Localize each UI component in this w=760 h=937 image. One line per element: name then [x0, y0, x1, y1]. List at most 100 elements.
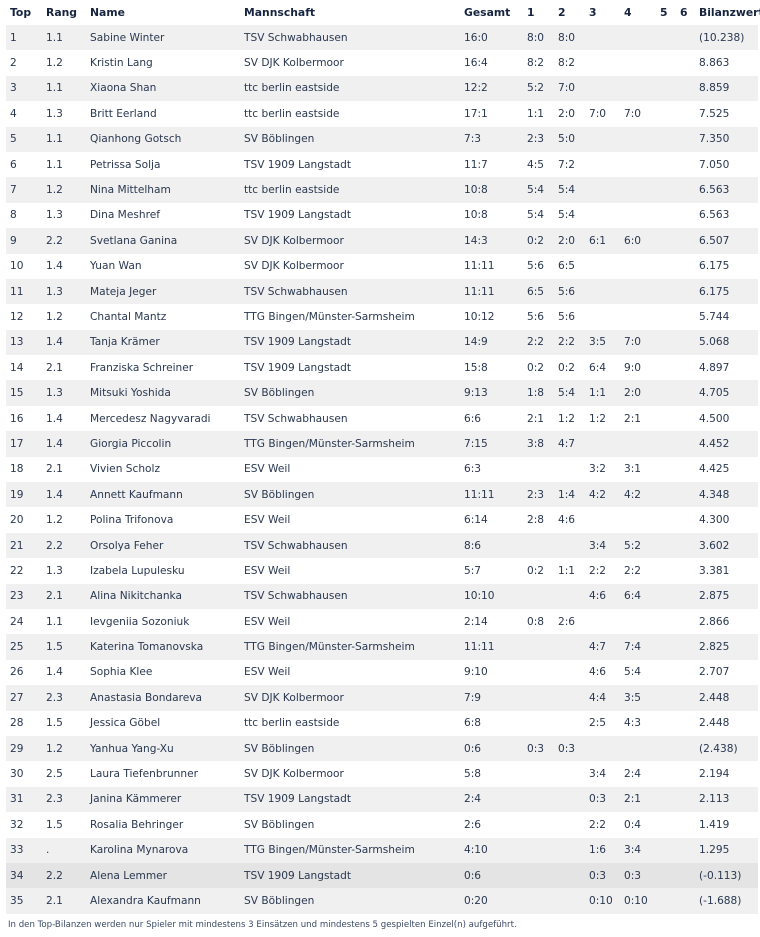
cell-round-4: 5:2	[624, 539, 642, 552]
cell-round-2: 5:6	[558, 310, 576, 323]
table-row[interactable]: 6 1.1 Petrissa Solja TSV 1909 Langstadt 11:7…	[6, 152, 758, 177]
cell-round-6	[676, 76, 695, 101]
cell-round-6	[676, 279, 695, 304]
cell-round-1: 5:6	[527, 310, 545, 323]
table-row[interactable]: 27 2.3 Anastasia Bondareva SV DJK Kolbermoo…	[6, 685, 758, 711]
cell-bilanzwert: 2.866	[699, 615, 730, 628]
cell-round-1	[523, 685, 554, 710]
table-row[interactable]: 25 1.5 Katerina Tomanovska TTG Bingen/Münst…	[6, 634, 758, 660]
table-row[interactable]: 26 1.4 Sophia Klee ESV Weil 9:10 4:6 5:4 2.707	[6, 660, 758, 685]
table-row[interactable]: 1 1.1 Sabine Winter TSV Schwabhausen 16:0 8:0…	[6, 25, 758, 51]
cell-top: 7	[10, 184, 17, 197]
cell-gesamt: 6:3	[464, 463, 482, 476]
cell-round-4: 2:1	[624, 412, 642, 425]
cell-top: 13	[10, 336, 24, 349]
cell-round-1: 1:8	[527, 387, 545, 400]
table-row[interactable]: 12 1.2 Chantal Mantz TTG Bingen/Münster-Sar…	[6, 304, 758, 329]
table-row[interactable]: 2 1.2 Kristin Lang SV DJK Kolbermoor 16:4 8:2…	[6, 50, 758, 75]
cell-round-3	[585, 304, 620, 329]
table-row[interactable]: 24 1.1 Ievgeniia Sozoniuk ESV Weil 2:14 0:8 2:…	[6, 609, 758, 634]
cell-round-2: 0:3	[558, 742, 576, 755]
cell-gesamt: 0:20	[464, 894, 488, 907]
table-row[interactable]: 5 1.1 Qianhong Gotsch SV Böblingen 7:3 2:3 5:0…	[6, 126, 758, 152]
cell-mannschaft: SV DJK Kolbermoor	[244, 57, 344, 70]
cell-mannschaft: TSV 1909 Langstadt	[244, 869, 352, 882]
cell-bilanzwert: 4.897	[699, 361, 730, 374]
table-row[interactable]: 17 1.4 Giorgia Piccolin TTG Bingen/Münster-…	[6, 431, 758, 457]
cell-round-2	[554, 711, 585, 736]
cell-round-1: 0:8	[527, 615, 545, 628]
cell-gesamt: 6:8	[464, 717, 482, 730]
table-row[interactable]: 31 2.3 Janina Kämmerer TSV 1909 Langstadt 2:…	[6, 786, 758, 813]
cell-gesamt: 12:2	[464, 82, 488, 95]
cell-round-2: 2:0	[558, 107, 576, 120]
cell-gesamt: 10:8	[464, 184, 488, 197]
cell-top: 20	[10, 514, 24, 527]
cell-mannschaft: TSV Schwabhausen	[244, 285, 348, 298]
column-header-name: Name	[90, 6, 125, 19]
table-row[interactable]: 8 1.3 Dina Meshref TSV 1909 Langstadt 10:8 5:…	[6, 203, 758, 228]
cell-top: 29	[10, 742, 24, 755]
table-row[interactable]: 35 2.1 Alexandra Kaufmann SV Böblingen 0:20 0…	[6, 888, 758, 914]
cell-top: 15	[10, 387, 24, 400]
cell-gesamt: 11:11	[464, 260, 495, 273]
cell-name: Qianhong Gotsch	[90, 133, 182, 146]
table-row[interactable]: 19 1.4 Annett Kaufmann SV Böblingen 11:11 2:3…	[6, 482, 758, 508]
cell-mannschaft: TSV 1909 Langstadt	[244, 158, 352, 171]
table-row[interactable]: 9 2.2 Svetlana Ganina SV DJK Kolbermoor 14:3…	[6, 228, 758, 254]
cell-bilanzwert: 7.050	[699, 158, 730, 171]
table-row[interactable]: 21 2.2 Orsolya Feher TSV Schwabhausen 8:6 3:4…	[6, 532, 758, 559]
cell-name: Polina Trifonova	[90, 514, 174, 527]
table-row[interactable]: 20 1.2 Polina Trifonova ESV Weil 6:14 2:8 4:6 4…	[6, 507, 758, 532]
cell-gesamt: 11:7	[464, 158, 488, 171]
top-bilanzen-table: Top Rang Name Mannschaft Gesamt 1 2 3 4 5 6 Bilanzw…	[6, 0, 760, 914]
cell-round-5	[656, 609, 676, 634]
table-row[interactable]: 13 1.4 Tanja Krämer TSV 1909 Langstadt 14:9 2…	[6, 329, 758, 356]
cell-name: Xiaona Shan	[90, 82, 157, 95]
cell-round-2: 0:2	[558, 361, 576, 374]
cell-mannschaft: TSV Schwabhausen	[244, 412, 348, 425]
cell-round-5	[656, 380, 676, 405]
cell-round-6	[676, 431, 695, 456]
table-row[interactable]: 28 1.5 Jessica Göbel ttc berlin eastside 6:8…	[6, 711, 758, 736]
cell-round-1: 0:2	[527, 234, 545, 247]
cell-gesamt: 7:15	[464, 437, 488, 450]
cell-gesamt: 8:6	[464, 539, 482, 552]
table-row[interactable]: 29 1.2 Yanhua Yang-Xu SV Böblingen 0:6 0:3 0:3…	[6, 735, 758, 762]
table-row[interactable]: 10 1.4 Yuan Wan SV DJK Kolbermoor 11:11 5:6 6:…	[6, 254, 758, 279]
column-header-round-1: 1	[527, 6, 535, 19]
cell-top: 21	[10, 539, 24, 552]
table-row[interactable]: 18 2.1 Vivien Scholz ESV Weil 6:3 3:2 3:1 4.425	[6, 457, 758, 482]
cell-bilanzwert: 6.563	[699, 184, 730, 197]
cell-round-3	[585, 127, 620, 152]
cell-round-6	[676, 380, 695, 405]
cell-rang: 1.4	[46, 437, 63, 450]
cell-mannschaft: SV DJK Kolbermoor	[244, 691, 344, 704]
cell-round-5	[656, 279, 676, 304]
cell-round-4: 3:5	[624, 691, 642, 704]
cell-rang: 1.1	[46, 158, 63, 171]
cell-round-4	[620, 203, 656, 228]
table-row[interactable]: 3 1.1 Xiaona Shan ttc berlin eastside 12:2 5:…	[6, 75, 758, 102]
table-row[interactable]: 15 1.3 Mitsuki Yoshida SV Böblingen 9:13 1:8 5…	[6, 380, 758, 406]
cell-bilanzwert: 8.859	[699, 82, 730, 95]
table-row[interactable]: 4 1.3 Britt Eerland ttc berlin eastside 17:1…	[6, 101, 758, 126]
table-row[interactable]: 23 2.1 Alina Nikitchanka TSV Schwabhausen 10…	[6, 583, 758, 609]
table-row[interactable]: 22 1.3 Izabela Lupulesku ESV Weil 5:7 0:2 1:1 2…	[6, 558, 758, 583]
cell-mannschaft: TTG Bingen/Münster-Sarmsheim	[244, 641, 415, 654]
cell-round-6	[676, 457, 695, 482]
column-header-rang: Rang	[46, 6, 78, 19]
table-row[interactable]: 7 1.2 Nina Mittelham ttc berlin eastside 10:…	[6, 177, 758, 203]
cell-round-5	[656, 431, 676, 456]
table-row[interactable]: 16 1.4 Mercedesz Nagyvaradi TSV Schwabhause…	[6, 406, 758, 431]
table-row[interactable]: 33. Karolina Mynarova TTG Bingen/Münster-S…	[6, 837, 758, 863]
cell-rang: 1.5	[46, 717, 63, 730]
cell-name: Vivien Scholz	[90, 463, 161, 476]
cell-rang: 1.4	[46, 336, 63, 349]
table-row[interactable]: 14 2.1 Franziska Schreiner TSV 1909 Langsta…	[6, 355, 758, 380]
table-row[interactable]: 32 1.5 Rosalia Behringer SV Böblingen 2:6 2:2…	[6, 812, 758, 837]
table-row[interactable]: 30 2.5 Laura Tiefenbrunner SV DJK Kolbermoo…	[6, 761, 758, 786]
table-row[interactable]: 11 1.3 Mateja Jeger TSV Schwabhausen 11:11 6:…	[6, 278, 758, 305]
table-row[interactable]: 34 2.2 Alena Lemmer TSV 1909 Langstadt 0:6 0:…	[6, 862, 758, 889]
cell-round-3	[585, 76, 620, 101]
